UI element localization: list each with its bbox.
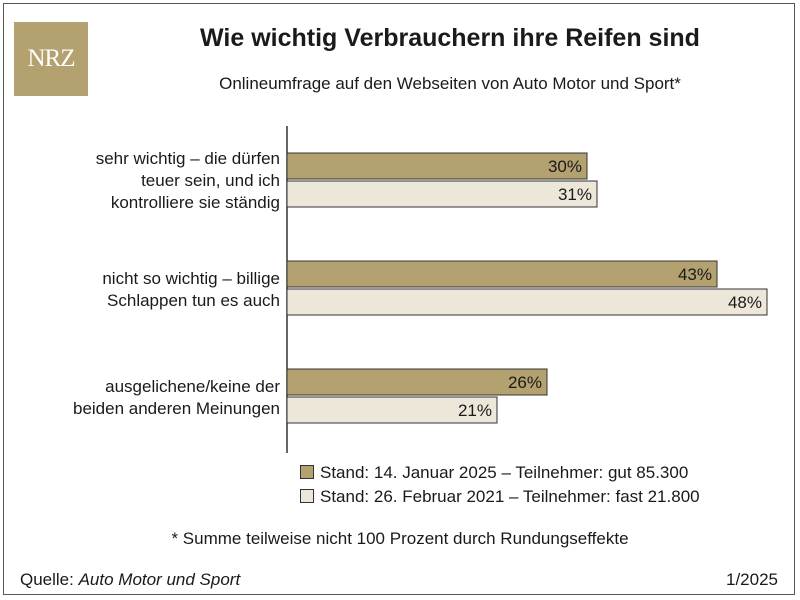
- chart-title: Wie wichtig Verbrauchern ihre Reifen sin…: [200, 24, 700, 52]
- data-label-series1-cat0: 31%: [558, 185, 592, 204]
- chart-subtitle: Onlineumfrage auf den Webseiten von Auto…: [219, 74, 681, 93]
- category-label-0: sehr wichtig – die dürfen teuer sein, un…: [10, 148, 280, 214]
- legend-item-0: Stand: 14. Januar 2025 – Teilnehmer: gut…: [300, 463, 688, 483]
- category-label-2: ausgelichene/keine der beiden anderen Me…: [10, 376, 280, 420]
- source-name: Auto Motor und Sport: [78, 570, 241, 589]
- legend-item-1: Stand: 26. Februar 2021 – Teilnehmer: fa…: [300, 487, 700, 507]
- bar-series1-cat2: [286, 396, 498, 424]
- category-label-line: sehr wichtig – die dürfen: [95, 149, 280, 168]
- data-label-series0-cat0: 30%: [548, 157, 582, 176]
- bar-series0-cat1: [286, 260, 718, 288]
- chart-frame: [3, 3, 795, 595]
- bar-series0-cat0: [286, 152, 588, 180]
- data-label-series1-cat2: 21%: [458, 401, 492, 420]
- category-label-line: kontrolliere sie ständig: [110, 193, 280, 212]
- data-label-series0-cat1: 43%: [678, 265, 712, 284]
- bar-series0-cat2: [286, 368, 548, 396]
- category-label-1: nicht so wichtig – billige Schlappen tun…: [10, 268, 280, 312]
- bar-series1-cat0: [286, 180, 598, 208]
- category-label-line: nicht so wichtig – billige: [102, 269, 280, 288]
- source: Quelle: Auto Motor und Sport: [20, 570, 240, 590]
- data-label-series0-cat2: 26%: [508, 373, 542, 392]
- bar-series1-cat1: [286, 288, 768, 316]
- category-label-line: Schlappen tun es auch: [107, 291, 280, 310]
- legend-swatch-0: [300, 465, 314, 479]
- source-prefix: Quelle:: [20, 570, 79, 589]
- footnote: * Summe teilweise nicht 100 Prozent durc…: [171, 529, 629, 548]
- category-label-line: ausgelichene/keine der: [105, 377, 280, 396]
- legend-label-1: Stand: 26. Februar 2021 – Teilnehmer: fa…: [320, 487, 700, 506]
- data-label-series1-cat1: 48%: [728, 293, 762, 312]
- legend-swatch-1: [300, 489, 314, 503]
- category-label-line: beiden anderen Meinungen: [72, 399, 280, 418]
- date: 1/2025: [726, 570, 778, 589]
- category-label-line: teuer sein, und ich: [141, 171, 280, 190]
- nrz-logo: NRZ: [14, 22, 88, 96]
- legend-label-0: Stand: 14. Januar 2025 – Teilnehmer: gut…: [320, 463, 689, 482]
